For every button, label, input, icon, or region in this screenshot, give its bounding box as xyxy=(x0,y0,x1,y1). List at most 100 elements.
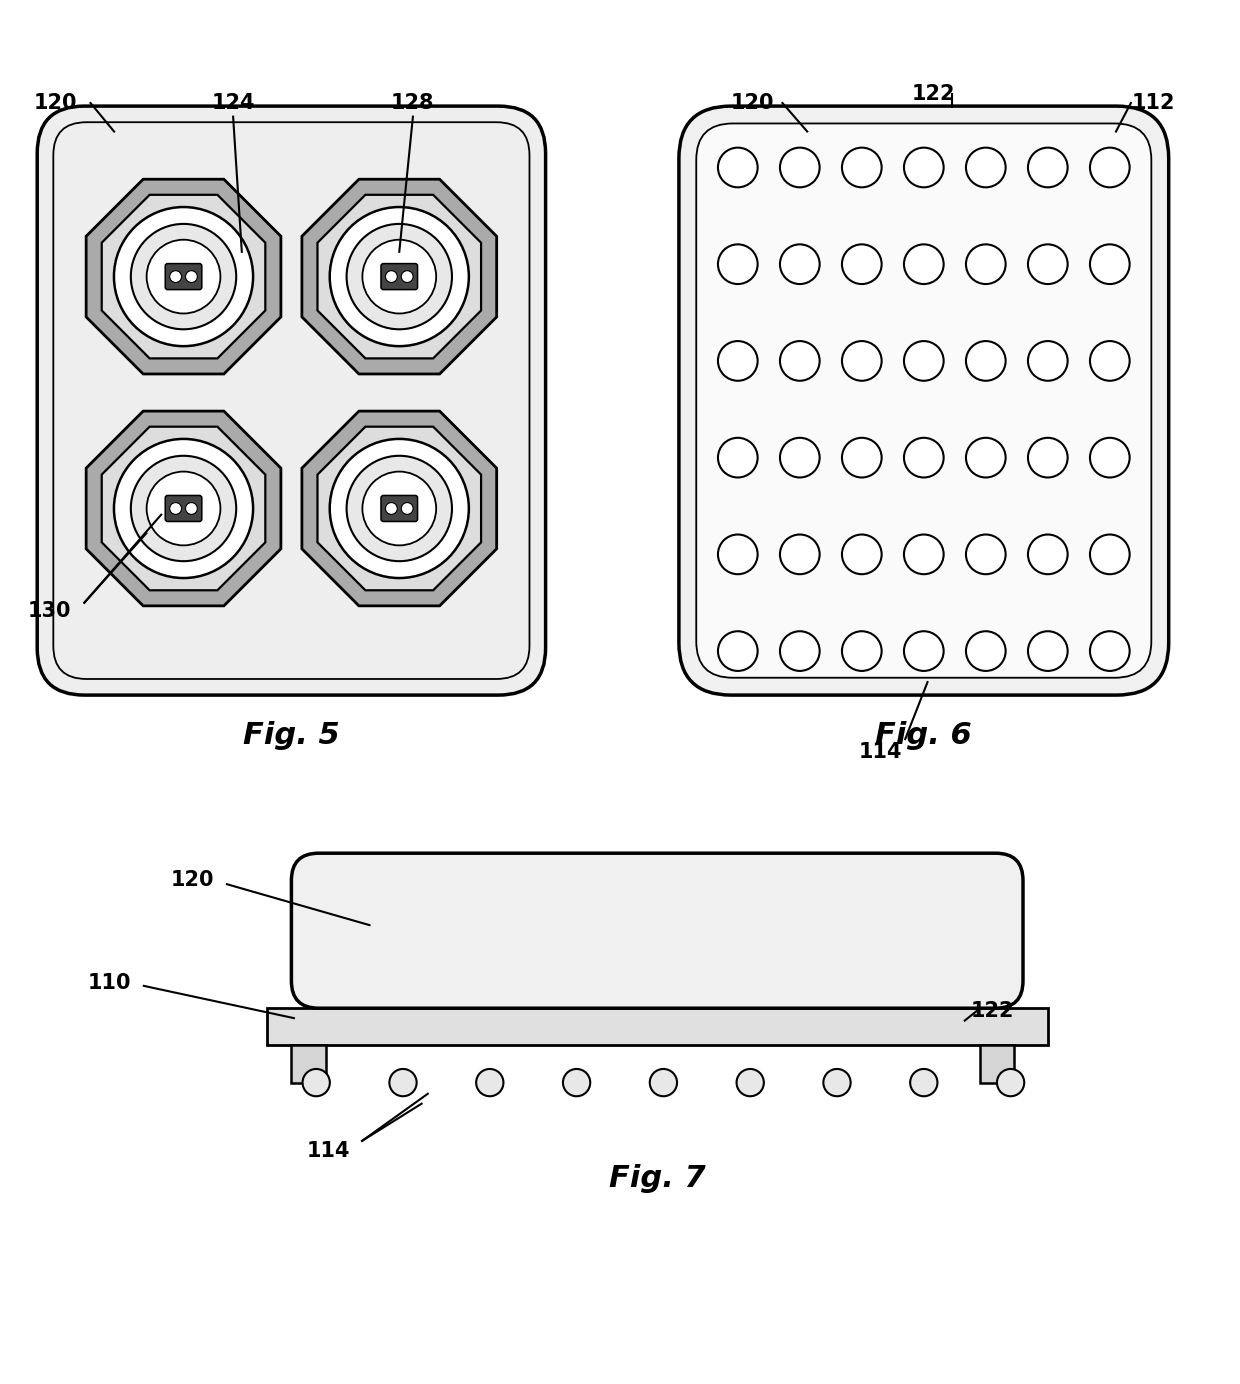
Circle shape xyxy=(966,245,1006,284)
Circle shape xyxy=(718,437,758,477)
Circle shape xyxy=(330,208,469,346)
Circle shape xyxy=(780,534,820,574)
Circle shape xyxy=(386,271,397,282)
Circle shape xyxy=(997,1068,1024,1096)
Circle shape xyxy=(170,502,181,515)
Text: 122: 122 xyxy=(970,1001,1014,1020)
FancyBboxPatch shape xyxy=(165,263,202,289)
Polygon shape xyxy=(301,411,497,606)
Text: 110: 110 xyxy=(87,973,131,994)
Circle shape xyxy=(718,148,758,187)
Text: Fig. 5: Fig. 5 xyxy=(243,721,340,750)
Circle shape xyxy=(966,534,1006,574)
Circle shape xyxy=(131,224,236,329)
Circle shape xyxy=(966,340,1006,381)
FancyBboxPatch shape xyxy=(697,123,1151,678)
Bar xyxy=(291,1045,326,1082)
Circle shape xyxy=(842,148,882,187)
Circle shape xyxy=(842,534,882,574)
Circle shape xyxy=(114,439,253,579)
Circle shape xyxy=(330,439,469,579)
Circle shape xyxy=(904,340,944,381)
Circle shape xyxy=(904,631,944,671)
Circle shape xyxy=(131,455,236,561)
Circle shape xyxy=(780,148,820,187)
Circle shape xyxy=(1028,340,1068,381)
FancyBboxPatch shape xyxy=(291,853,1023,1008)
Circle shape xyxy=(966,437,1006,477)
Circle shape xyxy=(389,1068,417,1096)
Circle shape xyxy=(823,1068,851,1096)
Circle shape xyxy=(1028,148,1068,187)
Circle shape xyxy=(146,472,221,545)
Bar xyxy=(980,1045,1014,1082)
Text: 120: 120 xyxy=(730,93,775,113)
Circle shape xyxy=(146,239,221,314)
Circle shape xyxy=(1090,245,1130,284)
FancyBboxPatch shape xyxy=(37,107,546,695)
Circle shape xyxy=(1028,534,1068,574)
Text: Fig. 7: Fig. 7 xyxy=(609,1164,706,1193)
Circle shape xyxy=(718,245,758,284)
Text: Fig. 6: Fig. 6 xyxy=(875,721,972,750)
Circle shape xyxy=(1028,631,1068,671)
Circle shape xyxy=(170,271,181,282)
Circle shape xyxy=(780,340,820,381)
Text: 114: 114 xyxy=(306,1140,351,1161)
Circle shape xyxy=(1090,148,1130,187)
Circle shape xyxy=(1090,340,1130,381)
Circle shape xyxy=(910,1068,937,1096)
Circle shape xyxy=(650,1068,677,1096)
Circle shape xyxy=(780,631,820,671)
Circle shape xyxy=(718,340,758,381)
Text: 112: 112 xyxy=(1131,93,1176,113)
FancyBboxPatch shape xyxy=(680,107,1168,695)
Polygon shape xyxy=(317,426,481,591)
Circle shape xyxy=(186,502,197,515)
Polygon shape xyxy=(86,179,281,374)
Circle shape xyxy=(402,271,413,282)
Circle shape xyxy=(303,1068,330,1096)
Circle shape xyxy=(842,631,882,671)
Circle shape xyxy=(718,534,758,574)
Circle shape xyxy=(904,245,944,284)
Circle shape xyxy=(402,502,413,515)
FancyBboxPatch shape xyxy=(165,495,202,522)
Text: 130: 130 xyxy=(27,602,72,621)
Circle shape xyxy=(1028,245,1068,284)
Circle shape xyxy=(1090,631,1130,671)
Circle shape xyxy=(1090,534,1130,574)
Circle shape xyxy=(346,455,451,561)
Circle shape xyxy=(780,245,820,284)
Circle shape xyxy=(842,340,882,381)
FancyBboxPatch shape xyxy=(381,495,418,522)
Text: 120: 120 xyxy=(33,93,78,113)
Polygon shape xyxy=(102,195,265,358)
Circle shape xyxy=(1090,437,1130,477)
Circle shape xyxy=(842,245,882,284)
Text: 122: 122 xyxy=(911,84,956,104)
Circle shape xyxy=(780,437,820,477)
Circle shape xyxy=(966,148,1006,187)
Text: 124: 124 xyxy=(211,93,255,113)
Circle shape xyxy=(362,239,436,314)
Bar xyxy=(267,1008,1048,1045)
Circle shape xyxy=(718,631,758,671)
Polygon shape xyxy=(301,179,497,374)
Circle shape xyxy=(114,208,253,346)
Circle shape xyxy=(904,437,944,477)
Circle shape xyxy=(966,631,1006,671)
Circle shape xyxy=(362,472,436,545)
Circle shape xyxy=(904,148,944,187)
Polygon shape xyxy=(86,411,281,606)
Circle shape xyxy=(186,271,197,282)
Text: 114: 114 xyxy=(858,742,903,761)
Circle shape xyxy=(476,1068,503,1096)
Circle shape xyxy=(842,437,882,477)
Text: 120: 120 xyxy=(170,871,215,890)
Circle shape xyxy=(563,1068,590,1096)
Circle shape xyxy=(386,502,397,515)
Circle shape xyxy=(1028,437,1068,477)
Polygon shape xyxy=(102,426,265,591)
Polygon shape xyxy=(317,195,481,358)
